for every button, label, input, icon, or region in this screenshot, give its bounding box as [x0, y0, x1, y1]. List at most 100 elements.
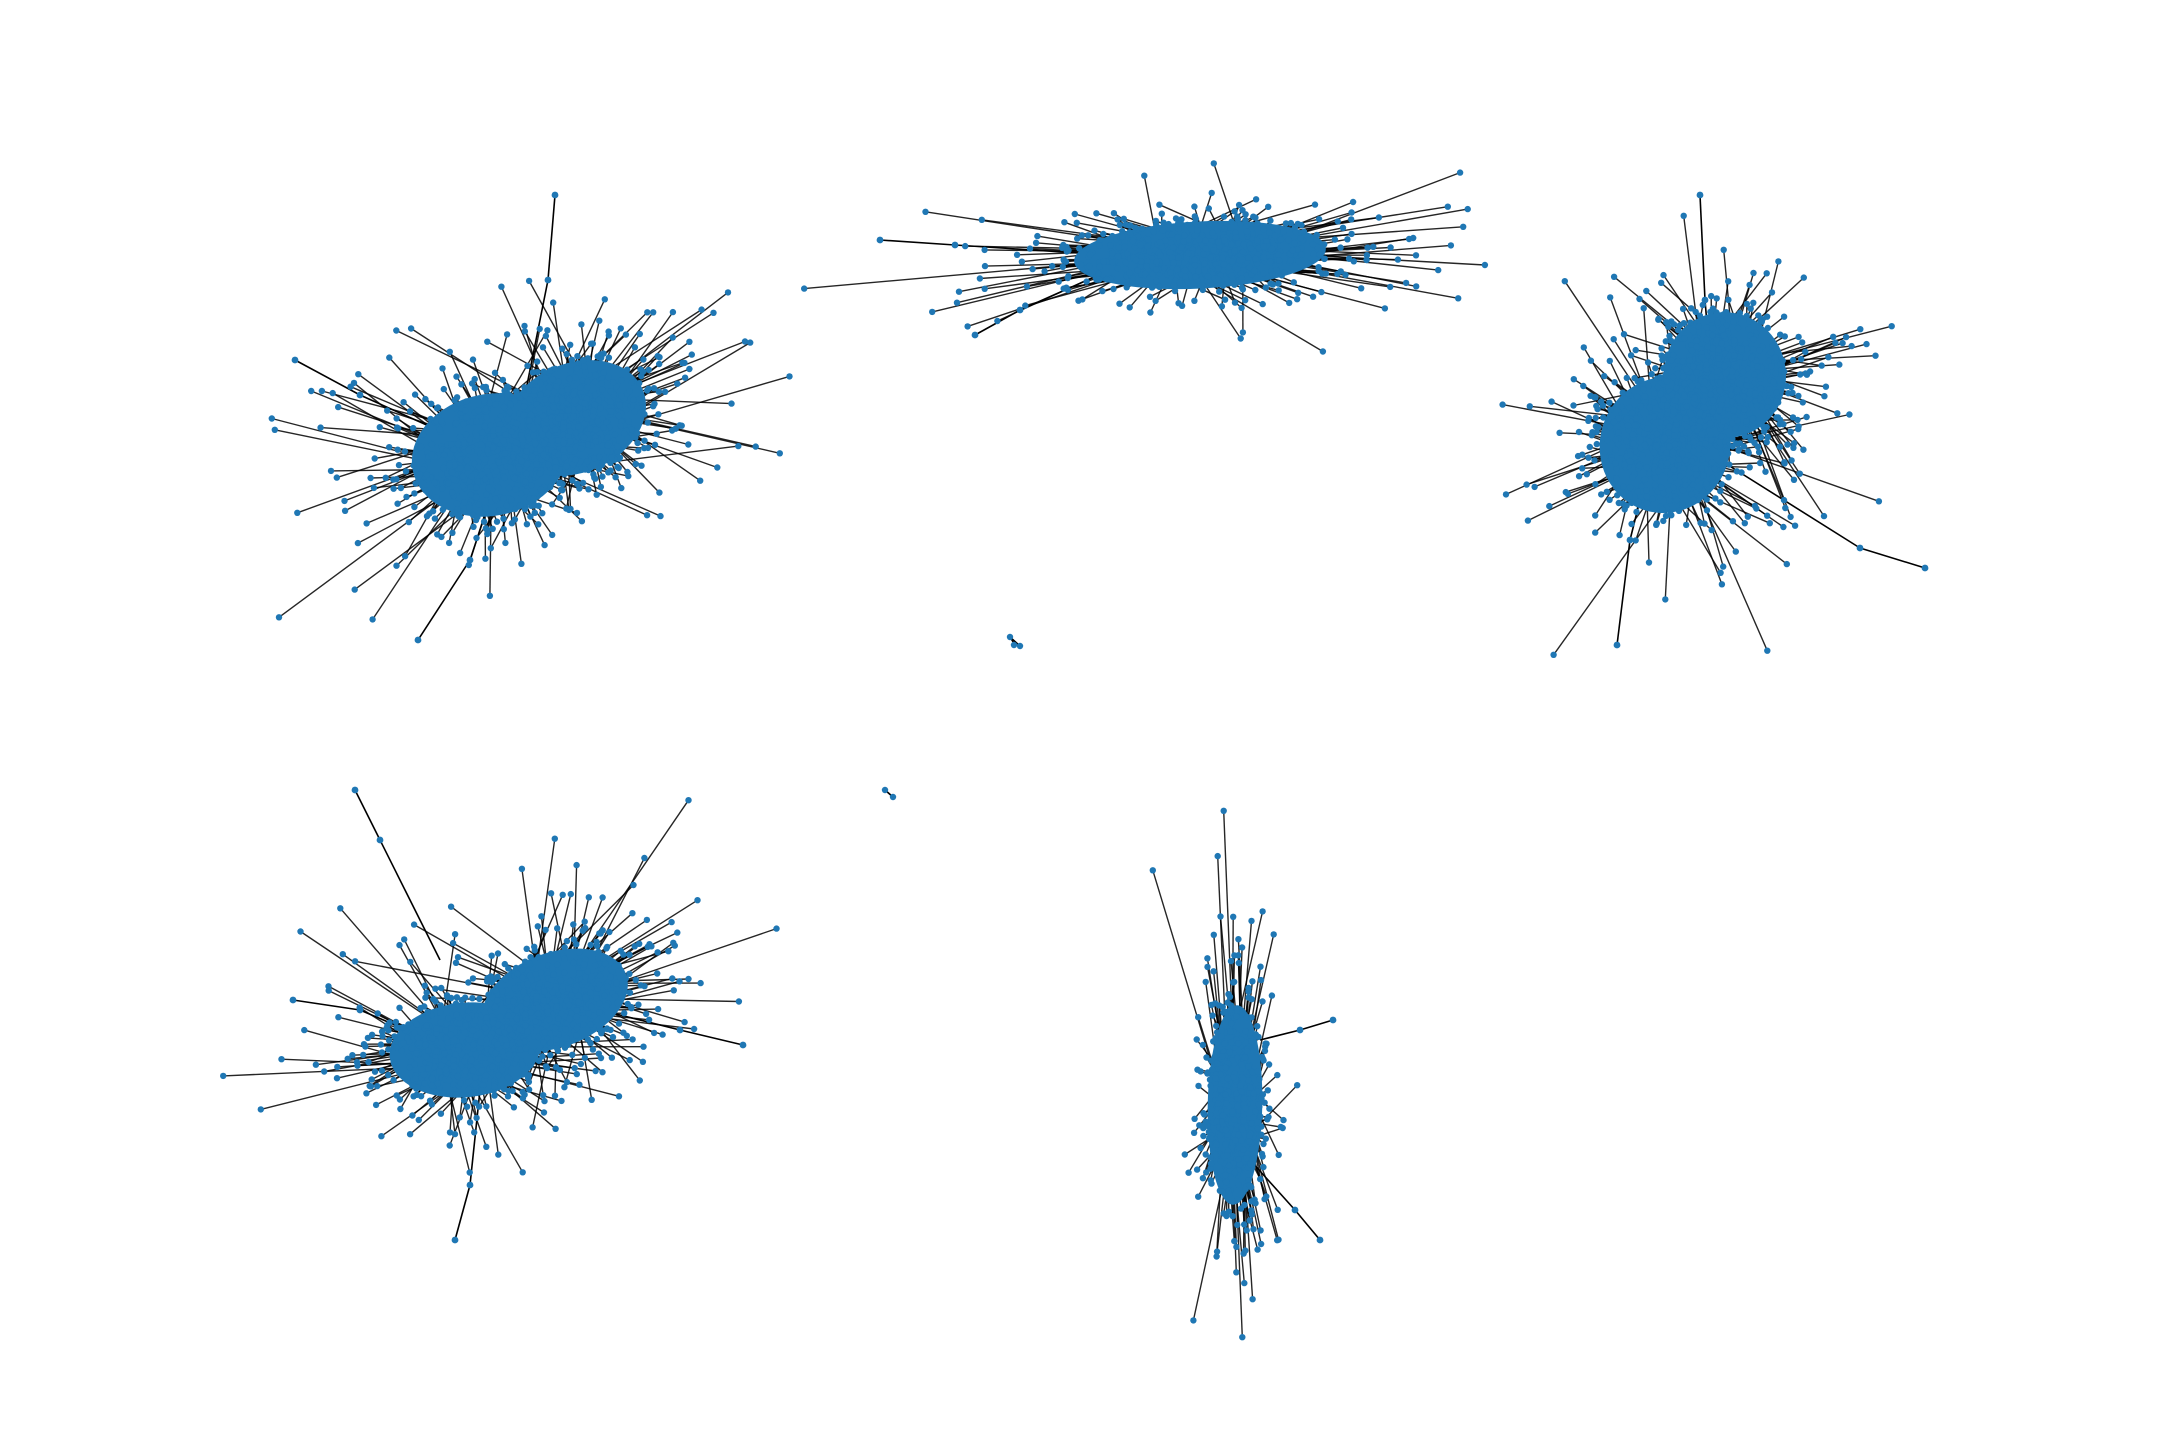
cluster-top-left-node: [641, 437, 648, 444]
cluster-top-left-node: [564, 385, 571, 393]
cluster-top-center-node: [1316, 251, 1324, 258]
cluster-top-left-node: [579, 479, 587, 487]
cluster-top-left-node: [401, 553, 409, 560]
cluster-top-left-node: [572, 443, 580, 451]
cluster-top-left-node: [465, 446, 472, 454]
cluster-top-center-node: [1022, 302, 1029, 309]
cluster-top-left-node: [492, 401, 499, 408]
cluster-top-left-node: [547, 483, 554, 491]
outlier-edge: [547, 194, 556, 281]
cluster-top-left-node: [431, 479, 438, 486]
cluster-top-left-node: [451, 404, 459, 412]
cluster-top-center-node: [1141, 172, 1148, 179]
cluster-top-left-node: [617, 422, 624, 430]
cluster-top-center-node: [1153, 266, 1160, 273]
cluster-top-left-node: [607, 459, 614, 467]
cluster-top-center-node: [1161, 264, 1168, 272]
cluster-top-left-node: [491, 369, 499, 376]
cluster-top-center-node: [1110, 285, 1117, 293]
cluster-top-center-node: [1345, 255, 1353, 262]
cluster-top-center-node: [1228, 241, 1235, 248]
cluster-top-center-node: [1134, 267, 1142, 274]
cluster-top-left-node: [593, 491, 600, 498]
cluster-top-left-node: [747, 339, 754, 346]
cluster-top-left-node: [474, 407, 482, 414]
cluster-top-left-node: [494, 484, 502, 491]
cluster-top-left-node: [553, 396, 560, 403]
cluster-top-left-node: [535, 404, 543, 412]
cluster-top-left-node: [268, 415, 275, 422]
cluster-top-center-node: [1460, 223, 1467, 230]
cluster-top-left-node: [567, 446, 574, 453]
cluster-top-center-node: [1173, 266, 1181, 273]
cluster-top-left-node: [528, 482, 535, 489]
cluster-top-center-node: [1158, 210, 1166, 217]
cluster-top-center-node: [1175, 254, 1182, 261]
cluster-top-center-node: [981, 285, 988, 292]
cluster-top-left-node: [350, 379, 358, 387]
cluster-top-left-node: [271, 426, 278, 433]
cluster-top-left-node: [506, 464, 514, 471]
cluster-top-center-node: [1315, 216, 1323, 223]
cluster-top-center-node: [1110, 210, 1118, 217]
cluster-top-left-node: [548, 396, 555, 403]
cluster-top-left-node: [686, 338, 693, 345]
cluster-top-center-node: [1096, 263, 1103, 271]
cluster-top-center-node: [1195, 267, 1202, 275]
cluster-top-left-node: [585, 486, 592, 493]
cluster-top-center-node: [1287, 257, 1294, 264]
cluster-top-left-node: [563, 505, 570, 512]
cluster-top-left-node: [382, 474, 389, 481]
cluster-top-center-node: [1114, 216, 1121, 223]
cluster-top-left-node: [355, 371, 362, 378]
cluster-top-left-node: [650, 309, 657, 316]
cluster-top-center-node: [1200, 251, 1207, 258]
cluster-top-center-node: [1280, 228, 1287, 236]
cluster-top-left-node: [555, 415, 562, 422]
cluster-top-left-node: [631, 408, 638, 415]
cluster-top-center-node: [1215, 265, 1222, 272]
cluster-top-right-node: [1766, 520, 1774, 527]
cluster-top-center-node: [1251, 267, 1258, 275]
cluster-top-center-node: [1205, 205, 1213, 212]
cluster-top-left-node: [512, 505, 519, 513]
cluster-top-left-node: [552, 464, 559, 471]
cluster-top-left-node: [581, 400, 588, 407]
cluster-top-left-node: [596, 453, 603, 461]
cluster-top-left-node: [493, 518, 501, 525]
nodes-layer: [220, 160, 1929, 1341]
cluster-top-left-node: [508, 520, 516, 527]
cluster-top-left-node: [473, 432, 480, 440]
cluster-top-center-node: [1363, 252, 1371, 259]
cluster-top-left-node: [501, 474, 508, 482]
cluster-top-center-node: [1260, 270, 1267, 277]
cluster-top-left-node: [582, 410, 589, 418]
cluster-top-center-node: [1245, 254, 1252, 261]
cluster-top-center-node: [1456, 169, 1464, 176]
cluster-top-center-node: [1091, 227, 1098, 234]
cluster-top-center-node: [1199, 286, 1207, 294]
cluster-top-left-node: [479, 429, 486, 436]
cluster-top-center-node: [1319, 348, 1327, 355]
cluster-top-left-node: [626, 388, 633, 395]
cluster-top-center-node: [1152, 217, 1160, 225]
cluster-top-left-node: [438, 417, 445, 425]
cluster-top-left-node: [275, 614, 283, 621]
cluster-top-left-node: [354, 539, 362, 547]
cluster-top-center-node: [994, 317, 1001, 325]
cluster-top-left-node: [589, 412, 597, 420]
cluster-top-center-node: [1167, 269, 1174, 277]
cluster-top-right-node: [1742, 340, 1750, 347]
cluster-top-left-node: [548, 501, 556, 508]
cluster-top-left-node: [612, 474, 619, 481]
cluster-top-left-node: [463, 457, 471, 464]
cluster-top-left-node: [577, 384, 584, 391]
cluster-top-left-node: [451, 461, 458, 469]
cluster-top-left-node: [598, 442, 606, 449]
cluster-top-center-node: [801, 285, 808, 292]
cluster-top-left-node: [397, 484, 405, 492]
cluster-top-center-node: [1086, 262, 1093, 270]
cluster-top-center-node: [1254, 237, 1261, 244]
cluster-top-center-node: [1116, 221, 1124, 229]
cluster-top-left-node: [461, 499, 468, 506]
